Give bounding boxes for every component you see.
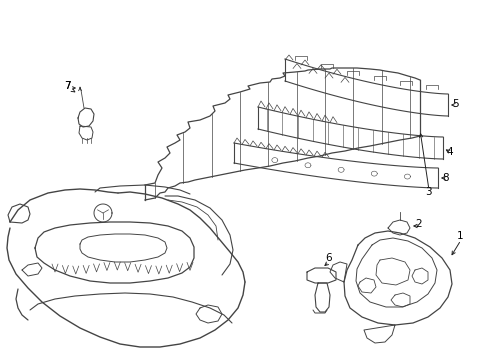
Text: 5: 5: [452, 99, 459, 109]
Text: 2: 2: [415, 219, 421, 229]
Text: 4: 4: [446, 147, 453, 157]
Text: 7: 7: [64, 81, 71, 91]
Text: 7: 7: [64, 81, 71, 91]
Text: 8: 8: [442, 173, 449, 183]
Text: 1: 1: [457, 231, 464, 241]
Text: 3: 3: [425, 187, 432, 197]
Text: 6: 6: [325, 253, 332, 263]
